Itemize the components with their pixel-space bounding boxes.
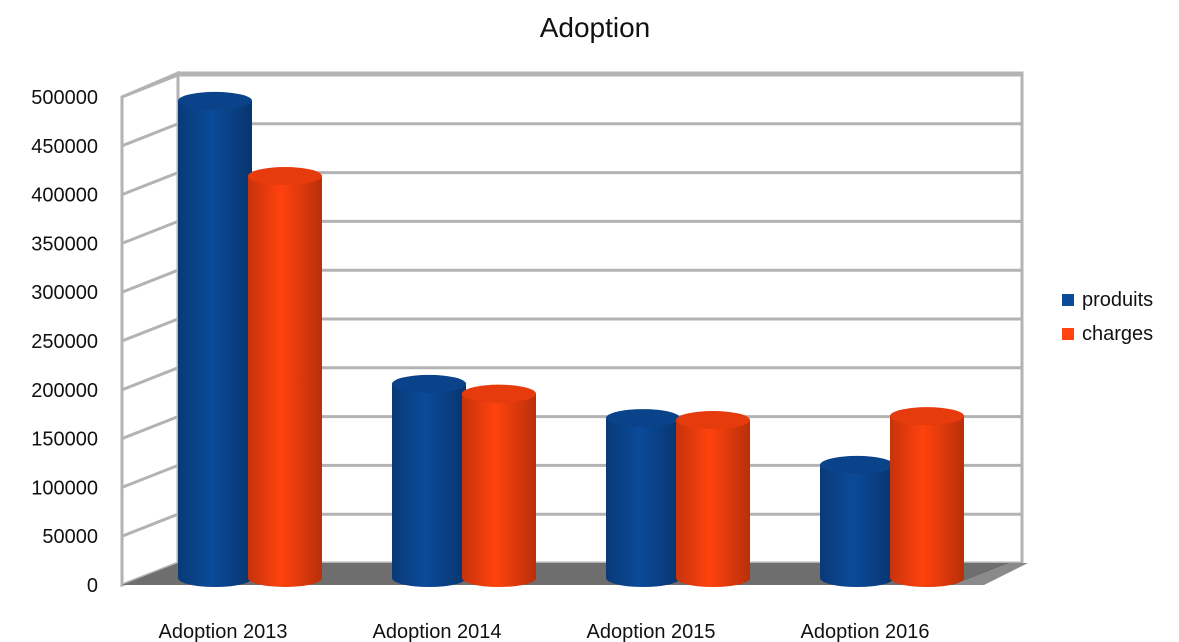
- x-tick-label: Adoption 2015: [586, 621, 715, 642]
- y-axis-ticks: 0 50000 100000 150000 200000 250000 300000 3500…: [31, 87, 98, 597]
- bar: [890, 407, 964, 587]
- bar-body: [178, 100, 252, 587]
- x-tick-label: Adoption 2013: [158, 621, 287, 642]
- y-tick-label: 0: [87, 575, 98, 597]
- bar: [462, 384, 536, 587]
- bar: [606, 409, 680, 587]
- bar-body: [820, 464, 894, 587]
- bar-body: [606, 418, 680, 587]
- gridline-side: [121, 464, 179, 489]
- legend-item: charges: [1062, 317, 1153, 351]
- bar-top: [606, 409, 680, 428]
- gridline-side: [121, 122, 179, 148]
- gridline-side: [121, 171, 179, 196]
- y-tick-label: 400000: [31, 185, 98, 207]
- y-tick-label: 500000: [31, 87, 98, 109]
- bar: [248, 167, 322, 587]
- x-tick-label: Adoption 2014: [372, 621, 501, 642]
- bar-top: [676, 411, 750, 430]
- x-axis-ticks: Adoption 2013 Adoption 2014 Adoption 2015 A…: [158, 621, 929, 642]
- y-tick-label: 350000: [31, 233, 98, 255]
- bar: [676, 411, 750, 587]
- bar-top: [178, 91, 252, 110]
- gridline-side: [121, 415, 179, 440]
- gridline-side: [121, 73, 179, 99]
- bar: [820, 455, 894, 587]
- bar-top: [890, 407, 964, 426]
- bar-top: [392, 374, 466, 393]
- bars: [178, 91, 964, 587]
- legend-swatch: [1062, 294, 1074, 306]
- bar-body: [676, 420, 750, 587]
- floor-edge: [954, 563, 1028, 585]
- gridline-side: [121, 317, 179, 343]
- y-tick-label: 300000: [31, 282, 98, 304]
- bar: [178, 91, 252, 587]
- y-tick-label: 100000: [31, 477, 98, 499]
- legend: produits charges: [1062, 283, 1153, 351]
- legend-label: produits: [1082, 288, 1154, 311]
- y-tick-label: 200000: [31, 380, 98, 402]
- floor: [122, 563, 1010, 585]
- legend-item: produits: [1062, 283, 1153, 317]
- bar-top: [248, 167, 322, 186]
- y-tick-label: 450000: [31, 136, 98, 158]
- bar-body: [248, 176, 322, 587]
- y-tick-label: 50000: [42, 526, 98, 548]
- gridline-side: [121, 268, 179, 294]
- gridline-side: [121, 512, 179, 538]
- gridline-side: [121, 220, 179, 245]
- x-tick-label: Adoption 2016: [800, 621, 929, 642]
- bar-body: [462, 393, 536, 587]
- y-tick-label: 150000: [31, 429, 98, 451]
- y-tick-label: 250000: [31, 331, 98, 353]
- chart-title: Adoption: [539, 12, 651, 43]
- bar: [392, 374, 466, 587]
- chart-floor: [122, 563, 1028, 585]
- legend-swatch: [1062, 328, 1074, 340]
- bar-body: [890, 416, 964, 587]
- bar-body: [392, 383, 466, 587]
- bar-top: [462, 384, 536, 403]
- bar-top: [820, 455, 894, 474]
- gridline-side: [121, 366, 179, 392]
- legend-label: charges: [1082, 322, 1154, 345]
